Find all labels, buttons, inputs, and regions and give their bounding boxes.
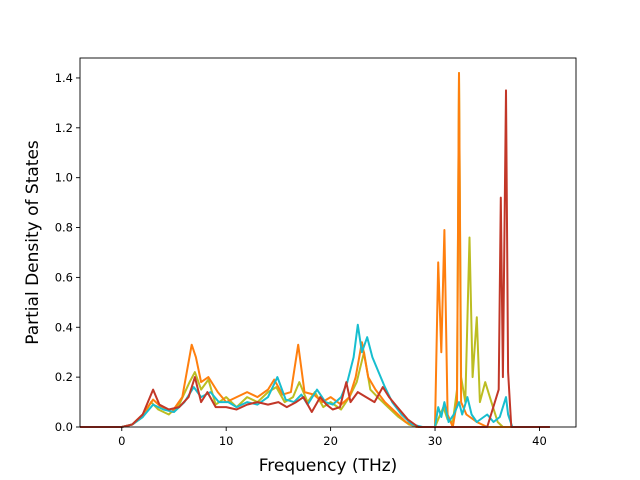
y-axis-label: Partial Density of States	[23, 140, 43, 345]
y-tick-label: 0.4	[55, 320, 73, 334]
y-tick-label: 0.8	[55, 221, 73, 235]
x-axis-label: Frequency (THz)	[259, 456, 398, 476]
series-line-1	[80, 72, 550, 428]
y-tick-label: 1.0	[55, 171, 73, 185]
y-tick-label: 1.4	[55, 71, 73, 85]
y-tick-label: 0.2	[55, 370, 73, 384]
y-tick-label: 0.0	[55, 420, 73, 434]
axis-ticks: 0 10 20 30 40 0.0 0.2 0.4 0.6 0.8 1.0 1.2 1.4	[55, 71, 547, 448]
series-lines	[80, 72, 550, 428]
x-tick-label: 20	[323, 434, 338, 448]
x-tick-label: 10	[219, 434, 234, 448]
y-tick-label: 0.6	[55, 270, 73, 284]
x-tick-label: 30	[428, 434, 443, 448]
x-tick-label: 0	[118, 434, 125, 448]
y-tick-label: 1.2	[55, 121, 73, 135]
x-tick-label: 40	[532, 434, 547, 448]
plot-frame	[79, 57, 577, 428]
